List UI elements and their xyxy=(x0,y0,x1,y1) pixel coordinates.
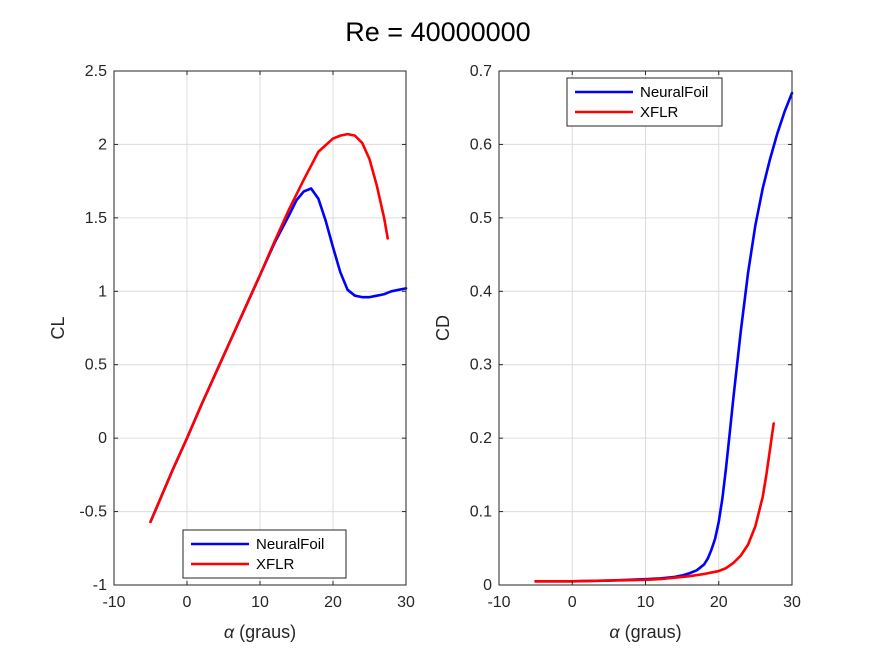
cd-ytick-label-2: 0.2 xyxy=(470,430,492,447)
cd-y-axis-label: CD xyxy=(433,315,453,341)
cd-xtick-label-1: 0 xyxy=(568,594,577,611)
cd-series xyxy=(534,91,794,583)
cd-legend-label-neuralfoil: NeuralFoil xyxy=(640,84,708,101)
cd-ytick-label-0: 0 xyxy=(483,577,492,594)
cl-ytick-label-1: -0.5 xyxy=(79,504,107,521)
cl-xtick-label-4: 30 xyxy=(397,594,415,611)
cd-xtick-label-0: -10 xyxy=(487,594,510,611)
cd-ytick-label-7: 0.7 xyxy=(470,63,492,80)
cl-x-axis-label-text: (graus) xyxy=(234,622,296,642)
cd-series-xflr xyxy=(534,422,775,583)
cd-xtick-label-3: 20 xyxy=(710,594,728,611)
cl-ytick-label-2: 0 xyxy=(98,430,107,447)
cd-grid xyxy=(498,70,793,586)
cl-legend-box xyxy=(182,529,347,579)
cl-ticks: -10 0 10 20 30 -1 -0.5 0 0.5 1 1.5 2 2.5 xyxy=(79,63,415,611)
cl-xtick-label-2: 10 xyxy=(251,594,269,611)
cl-legend: NeuralFoil XFLR xyxy=(182,529,347,579)
cd-ytick-label-3: 0.3 xyxy=(470,357,492,374)
cl-ytick-label-6: 2 xyxy=(98,136,107,153)
cd-legend-label-xflr: XFLR xyxy=(640,104,679,121)
cd-x-axis-label-text: (graus) xyxy=(620,622,682,642)
cl-ytick-label-4: 1 xyxy=(98,283,107,300)
cl-ytick-label-7: 2.5 xyxy=(85,63,107,80)
figure-title: Re = 40000000 xyxy=(345,17,530,47)
cd-x-axis-label: α (graus) xyxy=(609,622,681,642)
cl-xtick-label-3: 20 xyxy=(324,594,342,611)
cd-series-neuralfoil xyxy=(534,91,794,583)
cd-ytick-label-6: 0.6 xyxy=(470,136,492,153)
cl-xtick-label-0: -10 xyxy=(102,594,125,611)
cl-y-axis-label: CL xyxy=(48,316,68,339)
cl-series-xflr xyxy=(149,132,390,524)
cl-series-neuralfoil xyxy=(149,187,408,524)
cl-x-axis-label-symbol: α xyxy=(224,622,235,642)
cl-legend-label-xflr: XFLR xyxy=(256,556,295,573)
cd-xtick-label-2: 10 xyxy=(637,594,655,611)
cd-xtick-label-4: 30 xyxy=(783,594,801,611)
cl-legend-label-neuralfoil: NeuralFoil xyxy=(256,536,324,553)
cl-series xyxy=(149,132,408,524)
cd-ytick-label-4: 0.4 xyxy=(470,283,492,300)
cl-ytick-label-5: 1.5 xyxy=(85,210,107,227)
cl-panel: -10 0 10 20 30 -1 -0.5 0 0.5 1 1.5 2 2.5 α (graus) C… xyxy=(48,63,415,642)
cd-x-axis-label-symbol: α xyxy=(609,622,620,642)
cl-ytick-label-3: 0.5 xyxy=(85,357,107,374)
cd-ytick-label-1: 0.1 xyxy=(470,504,492,521)
cl-xtick-label-1: 0 xyxy=(183,594,192,611)
cd-legend: NeuralFoil XFLR xyxy=(566,77,723,127)
cd-ytick-label-5: 0.5 xyxy=(470,210,492,227)
cd-legend-box xyxy=(566,77,723,127)
cl-x-axis-label: α (graus) xyxy=(224,622,296,642)
cl-ytick-label-0: -1 xyxy=(93,577,107,594)
